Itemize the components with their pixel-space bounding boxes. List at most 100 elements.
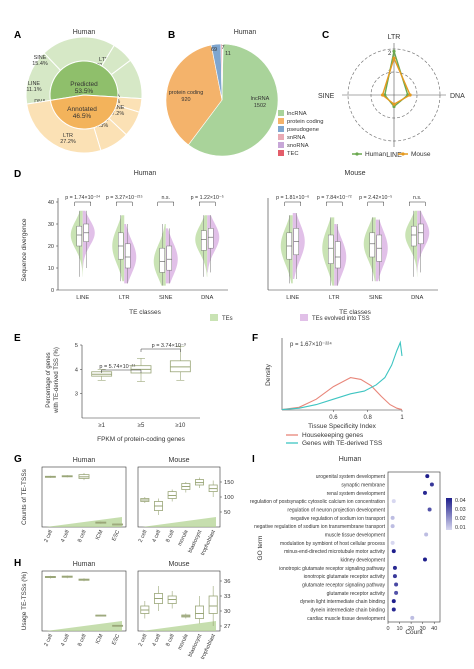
legend-swatch [278,134,284,140]
go-term-dot [391,599,396,604]
panel-title: Mouse [168,561,189,568]
go-term-dot [391,549,396,554]
inner-value-annotated: 46.5% [73,113,92,120]
go-term-dot [390,524,395,529]
pvalue-bracket [199,201,216,206]
go-term-dot [410,615,415,620]
go-term-label: ionotropic glutamate receptor activity [304,574,386,580]
radar-axis-dna: DNA [450,93,465,100]
radar-axis-ltr: LTR [388,34,401,41]
inner-value-predicted: 53.5% [75,88,94,95]
pvalue-label: p = 1.67×10⁻²²⁴ [290,341,332,348]
plot-frame [137,466,221,528]
legend-label: Genes with TE-derived TSS [302,440,383,447]
x-tick-label: ESC [111,633,121,646]
go-term-dot [392,574,397,579]
colorbar-tick-label: 0.04 [455,498,466,504]
pvalue-label: p = 1.81×10⁻⁶ [276,195,309,201]
panel-a-donut: HumanSINE15.4%LTR20.8%DNA6.1%LINE11.1%DN… [25,29,143,154]
pvalue-label: p = 1.74×10⁻²⁴ [65,195,101,201]
go-term-dot [424,532,429,537]
panel-title: Mouse [168,457,189,464]
pie-slice-label: 1502 [254,103,266,109]
go-term-dot [390,540,395,545]
y-axis-label: Percentage of genes [46,352,52,407]
y-tick-label: 50 [224,510,230,516]
legend-label: pseudogene [287,127,319,133]
radar-point [392,104,396,109]
go-term-dot [391,607,396,612]
legend-label: snRNA [287,135,305,141]
pie-slice-label: lncRNA [251,96,270,102]
panel-d-violins: Sequence divergence Human 0 10 20 30 40 TE clas… [21,170,438,322]
box-iqr [201,230,207,251]
x-tick-label: SINE [159,295,173,301]
pie-slice-label: 7 [221,45,224,51]
x-tick-label: DNA [201,295,213,301]
x-tick-label: 8 cell [77,529,88,543]
x-tick-label: 40 [431,626,437,632]
x-tick-label: LINE [76,295,89,301]
go-term-dot [422,490,427,495]
pvalue-bracket [367,201,384,206]
inner-label-predicted: Predicted [70,81,98,88]
pvalue-label: p = 2.42×10⁻⁵ [359,195,392,201]
density-line-0 [281,377,403,411]
x-tick-label: ≥1 [98,423,105,429]
box-iqr [418,223,424,245]
outer-slice-label: SINE [112,105,125,111]
legend-swatch [278,142,284,148]
colorbar-tick-label: 0.02 [455,516,466,522]
x-tick-label: SINE [369,295,383,301]
go-term-dot [429,482,434,487]
legend-marker [401,152,405,156]
panel-title: Human [73,457,96,464]
box-iqr [208,228,214,249]
inner-slice-predicted [49,60,119,101]
x-tick-label: 2 cell [138,633,149,647]
pvalue-bracket [326,201,343,206]
legend-swatch [278,118,284,124]
pvalue-label: p = 3.74×10⁻³ [152,343,186,349]
legend-label: TEs [222,316,233,322]
pie-slice-label: 69 [211,47,217,53]
radar-point [408,93,412,97]
panel-title: Human [134,170,157,177]
box-iqr [411,225,417,247]
box-iqr [335,241,341,269]
go-term-label: synaptic membrane [341,483,385,489]
y-axis-label: GO term [257,536,264,561]
x-tick-label: LINE [286,295,299,301]
radar-tick: 2 [388,51,392,57]
legend-label: snoRNA [287,143,309,149]
go-term-dot [394,590,399,595]
outer-slice-label: SINE [34,55,47,61]
panel-label-a: A [14,30,21,41]
panel-label-h: H [14,558,21,569]
legend-swatch [278,110,284,116]
pvalue-bracket [157,201,174,206]
chart-title: Human [234,29,257,36]
panel-label-f: F [252,333,258,344]
legend-label: Mouse [411,151,431,158]
box-iqr [208,595,218,614]
y-tick-label: 150 [224,480,234,486]
go-term-label: dynein light intermediate chain binding [300,599,385,605]
go-term-label: minus-end-directed microtubule motor act… [284,549,385,555]
legend-swatch [278,150,284,156]
legend-swatch [278,126,284,132]
pvalue-bracket [74,201,91,206]
y-tick-label: 40 [48,200,54,206]
radar-point [392,102,396,106]
x-tick-label: 0 [386,626,389,632]
outer-slice-label: LTR [99,57,109,63]
trend-wedge [142,517,216,527]
radar-point [392,49,396,53]
pvalue-label: p = 1.22×10⁻⁵ [191,195,224,201]
go-term-label: ionotropic glutamate receptor signaling … [279,566,385,572]
chart-title: Human [73,29,96,36]
x-axis-label: TE classes [339,309,372,316]
x-tick-label: 4 cell [151,633,162,647]
panel-label-c: C [322,30,329,41]
